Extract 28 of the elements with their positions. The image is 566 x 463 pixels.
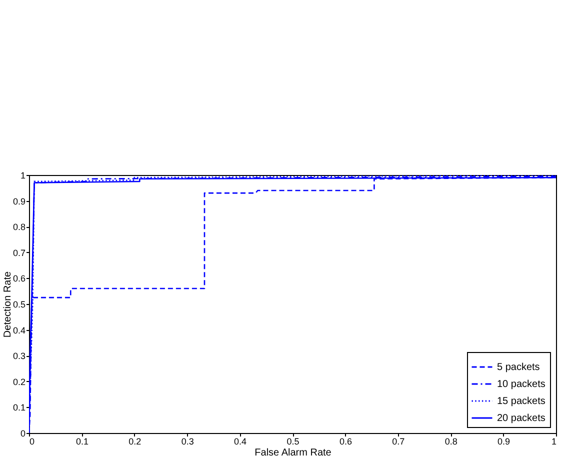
legend-label: 20 packets: [497, 413, 546, 424]
y-tick-label: 0.8: [12, 222, 26, 232]
x-tick-label: 0.5: [286, 436, 300, 446]
x-tick-label: 0.9: [498, 436, 510, 446]
x-tick-label: 0.3: [181, 436, 194, 446]
y-axis-title: Detection Rate: [2, 270, 14, 338]
legend-label: 15 packets: [497, 396, 546, 407]
y-tick-label: 0.2: [12, 376, 26, 387]
x-tick-label: 0: [30, 436, 35, 446]
x-axis-title: False Alarm Rate: [254, 448, 332, 458]
x-tick-label: 0.6: [339, 436, 352, 446]
x-tick-label: 0.4: [234, 436, 247, 446]
x-tick-label: 1: [551, 436, 556, 446]
legend-label: 10 packets: [497, 379, 546, 390]
y-tick-label: 0.7: [12, 248, 26, 258]
y-tick-label: 1: [20, 170, 26, 180]
y-tick-label: 0: [20, 428, 26, 438]
x-tick-label: 0.2: [128, 436, 142, 446]
x-tick-label: 0.7: [392, 436, 405, 446]
y-tick-label: 0.1: [12, 402, 26, 413]
x-tick-label: 0.8: [444, 436, 458, 446]
y-tick-label: 0.3: [12, 351, 26, 362]
y-tick-label: 0.4: [12, 325, 26, 336]
y-tick-label: 0.6: [12, 274, 26, 284]
y-tick-label: 0.9: [12, 196, 26, 206]
x-tick-label: 0.1: [76, 436, 88, 446]
legend-label: 5 packets: [497, 362, 540, 373]
y-tick-label: 0.5: [12, 300, 26, 310]
